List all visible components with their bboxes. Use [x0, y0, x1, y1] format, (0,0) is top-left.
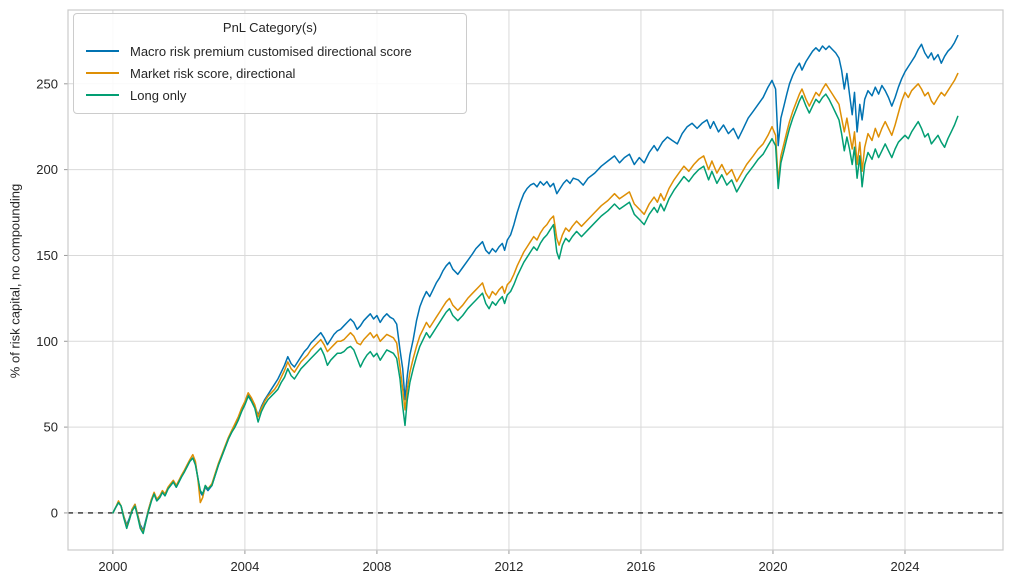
series-line-2 [112, 93, 959, 535]
legend-entry: Macro risk premium customised directiona… [82, 40, 458, 62]
legend-line-swatch [86, 94, 119, 96]
x-tick-label: 2012 [494, 559, 523, 574]
y-tick-label: 50 [44, 420, 58, 435]
y-tick-label: 250 [36, 76, 58, 91]
legend-title: PnL Category(s) [222, 20, 318, 35]
x-tick-label: 2008 [362, 559, 391, 574]
legend: PnL Category(s) Macro risk premium custo… [73, 13, 467, 114]
y-tick-label: 100 [36, 334, 58, 349]
legend-entry-label: Macro risk premium customised directiona… [130, 43, 412, 59]
legend-entries: Macro risk premium customised directiona… [82, 40, 458, 106]
axes-frame [67, 9, 1004, 551]
x-tick-label: 2000 [98, 559, 127, 574]
y-tick-label: 150 [36, 248, 58, 263]
legend-entry-label: Market risk score, directional [130, 65, 296, 81]
x-tick-label: 2016 [626, 559, 655, 574]
x-tick-label: 2004 [230, 559, 259, 574]
x-tick-label: 2020 [759, 559, 788, 574]
legend-line-swatch [86, 72, 119, 74]
legend-line-swatch [86, 50, 119, 52]
y-tick-label: 200 [36, 162, 58, 177]
x-tick-label: 2024 [891, 559, 920, 574]
y-tick-label: 0 [51, 505, 58, 520]
legend-entry-label: Long only [130, 87, 187, 103]
y-axis-label: % of risk capital, no compounding [7, 183, 23, 379]
legend-entry: Long only [82, 84, 458, 106]
legend-entry: Market risk score, directional [82, 62, 458, 84]
